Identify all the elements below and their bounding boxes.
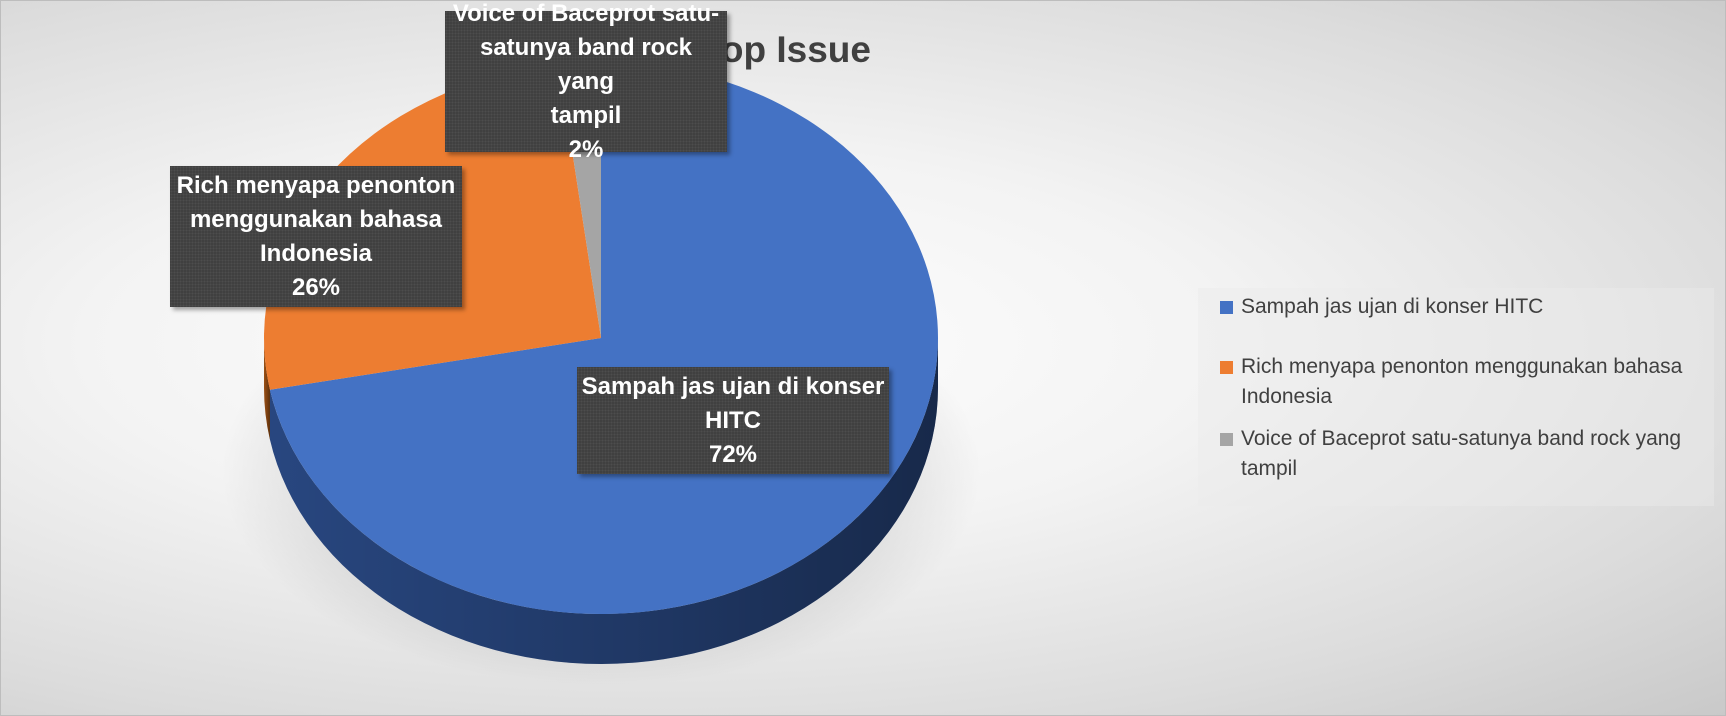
data-label-value: 2% (568, 135, 604, 163)
legend-swatch (1220, 361, 1233, 374)
legend-label: Sampah jas ujan di konser HITC (1241, 295, 1544, 318)
data-label-line: Sampah jas ujan di konser (581, 372, 885, 400)
pie-sides (264, 338, 939, 664)
data-label-line: menggunakan bahasa (189, 205, 443, 233)
legend-entry: Voice of Baceprot satu-satunya band rock… (1206, 424, 1706, 484)
legend-entry: Sampah jas ujan di konser HITC (1206, 292, 1706, 322)
data-label-slice-2: Voice of Baceprot satu- satunya band roc… (445, 1, 727, 163)
legend-label: Voice of Baceprot satu-satunya band rock… (1241, 427, 1682, 480)
data-label-slice-1: Rich menyapa penonton menggunakan bahasa… (170, 166, 462, 307)
legend-swatch (1220, 433, 1233, 446)
legend-entry: Rich menyapa penonton menggunakan bahasa… (1206, 352, 1706, 412)
data-label-line: Indonesia (259, 239, 373, 267)
data-label-line: Voice of Baceprot satu- (452, 0, 720, 27)
pie-slice-side-shade-0 (269, 338, 939, 664)
pie-slice-side-shade-1 (264, 338, 270, 440)
chart-legend: Sampah jas ujan di konser HITC Rich meny… (1198, 288, 1714, 506)
data-label-value: 72% (708, 440, 758, 468)
legend-swatch (1220, 301, 1233, 314)
data-label-line: tampil (550, 101, 622, 129)
data-label-line: satunya band rock yang (479, 33, 693, 95)
data-label-line: HITC (705, 406, 761, 434)
chart-title: Top Issue (701, 29, 871, 70)
data-label-value: 26% (291, 273, 341, 301)
legend-label: Rich menyapa penonton menggunakan bahasa… (1241, 355, 1683, 408)
pie-slice-0 (269, 62, 939, 614)
data-label-line: Rich menyapa penonton (176, 171, 456, 199)
data-label-slice-0: Sampah jas ujan di konser HITC 72% (577, 367, 889, 474)
